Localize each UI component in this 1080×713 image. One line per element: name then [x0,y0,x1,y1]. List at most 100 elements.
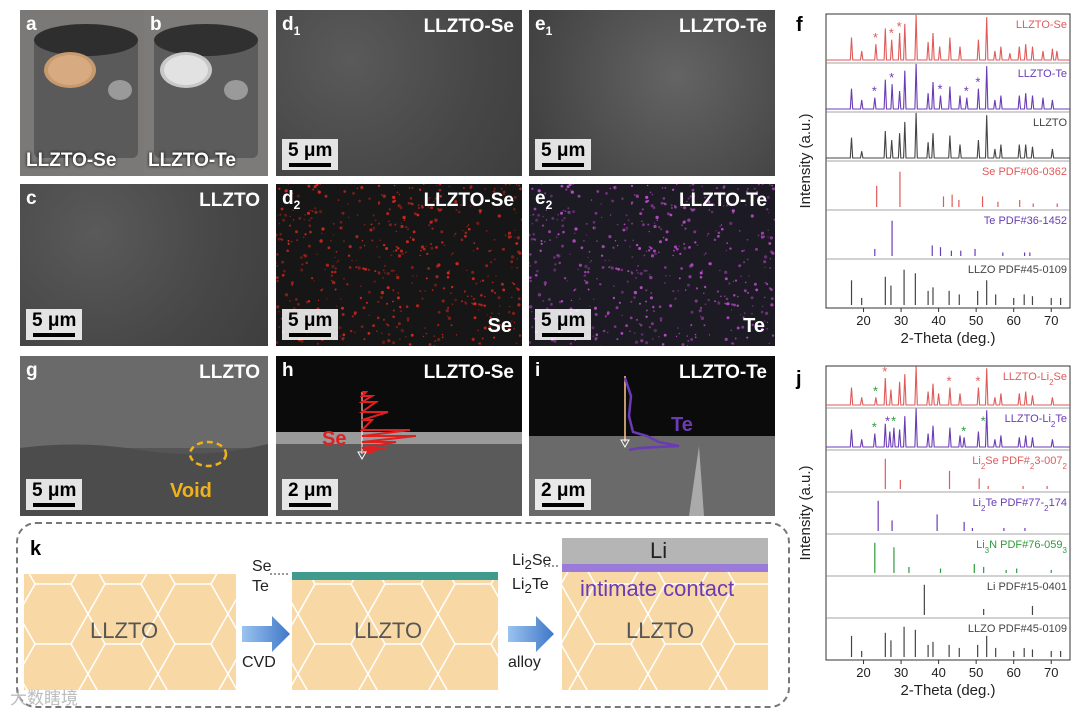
eds-dot [392,200,395,203]
eds-dot [681,343,685,346]
eds-dot [648,274,651,276]
x-tick-label: 30 [894,313,908,328]
eds-dot [643,269,647,273]
eds-dot [734,337,737,340]
eds-dot [673,249,675,252]
eds-dot [436,184,438,186]
element-label-te: Te [743,315,765,337]
eds-dot [550,302,553,306]
eds-dot [645,195,649,199]
eds-dot [399,306,402,309]
eds-dot [637,272,639,274]
eds-dot [626,229,628,231]
eds-dot [450,253,453,256]
eds-dot [612,296,616,300]
eds-dot [717,231,721,235]
eds-dot [567,210,571,214]
eds-dot [513,208,516,211]
eds-dot [640,324,643,327]
eds-dot [395,230,397,233]
eds-dot [560,184,564,188]
eds-dot [401,252,404,256]
eds-dot [553,339,557,343]
eds-dot [356,187,358,190]
eds-dot [447,306,450,309]
eds-dot [509,305,511,308]
eds-dot [412,275,414,277]
te-eds-dots [529,184,775,346]
eds-dot [362,267,365,270]
eds-dot [316,189,319,191]
eds-dot [395,245,398,248]
eds-dot [750,214,754,218]
eds-dot [511,281,514,284]
eds-dot [700,316,705,320]
eds-dot [278,310,280,313]
panel-label-i: i [535,360,541,381]
eds-dot [276,276,279,279]
eds-dot [296,194,300,198]
eds-dot [497,214,501,218]
eds-dot [478,342,480,345]
eds-dot [722,185,726,188]
eds-dot [585,234,588,236]
eds-dot [325,263,329,267]
eds-dot [769,266,772,269]
panel-a-photo: a LLZTO-Se [20,10,144,176]
eds-dot [450,285,454,289]
eds-dot [479,280,481,282]
eds-dot [710,210,714,214]
eds-dot [631,256,634,259]
x-tick-label: 50 [969,313,983,328]
eds-dot [284,189,288,193]
eds-dot [303,254,306,257]
eds-dot [577,194,581,198]
eds-dot [437,324,439,327]
eds-dot [407,319,409,322]
eds-dot [337,199,340,201]
eds-dot [764,320,766,322]
eds-dot [437,324,440,326]
eds-dot [468,227,471,231]
eds-dot [309,230,312,234]
eds-dot [341,211,345,215]
eds-dot [574,227,578,231]
eds-dot [407,201,411,205]
eds-dot [770,297,774,300]
eds-dot [360,285,362,287]
eds-dot [703,324,706,327]
eds-dot [385,247,389,250]
eds-dot [541,224,545,227]
eds-dot [441,241,444,244]
eds-dot [762,305,764,308]
eds-dot [433,335,435,337]
eds-dot [480,303,483,307]
eds-dot [397,254,402,258]
eds-dot [425,277,428,280]
eds-dot [587,288,590,291]
eds-dot [277,237,281,241]
eds-dot [773,218,775,221]
eds-dot [690,264,694,267]
eds-dot [380,290,385,295]
eds-dot [472,302,475,305]
eds-dot [680,206,682,208]
eds-dot [532,232,535,236]
eds-dot [771,334,775,337]
scale-bar-d2: 5 μm [282,309,339,340]
eds-dot [481,279,485,282]
eds-dot [665,230,669,234]
eds-dot [731,342,735,345]
eds-dot [649,296,653,300]
eds-dot [677,290,679,292]
eds-dot [665,238,668,241]
eds-dot [382,243,386,247]
eds-dot [410,333,414,337]
eds-dot [690,324,692,327]
eds-dot [289,215,291,218]
eds-dot [648,245,651,248]
eds-dot [392,195,396,199]
eds-dot [367,290,371,294]
eds-dot [516,258,518,260]
eds-dot [761,184,764,186]
